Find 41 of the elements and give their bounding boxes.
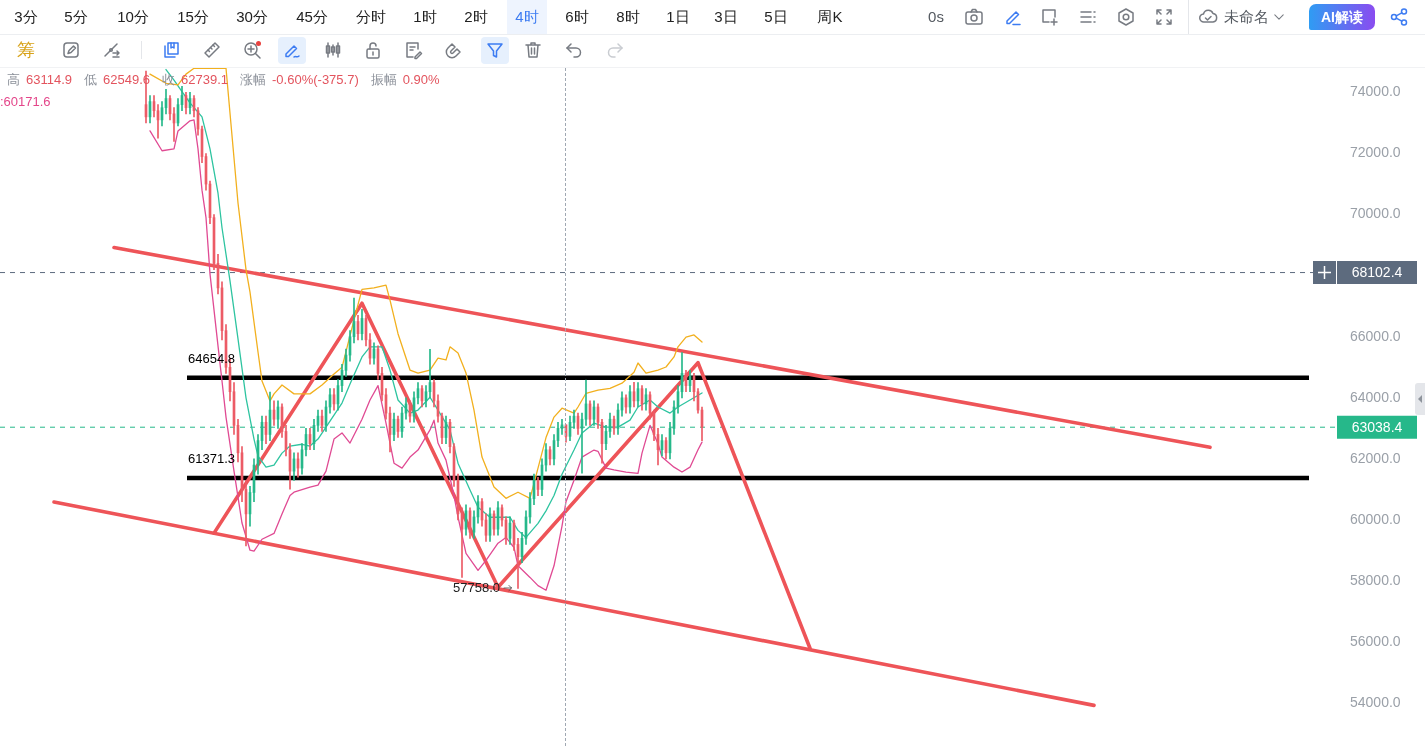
annotation: :60171.6 bbox=[0, 94, 51, 110]
ai-badge: AI解读 bbox=[1309, 4, 1375, 30]
y-tick-label: 64000.0 bbox=[1350, 388, 1401, 405]
annotation: -0.60%(-375.7) bbox=[272, 72, 359, 88]
text: 未命名 bbox=[1223, 8, 1269, 26]
annotation: 振幅 bbox=[370, 72, 397, 88]
ref-line-label: 68102.4 bbox=[1351, 264, 1403, 281]
text: 分时 bbox=[356, 8, 386, 26]
annotation: 低 bbox=[84, 72, 98, 88]
y-tick-label: 70000.0 bbox=[1350, 205, 1401, 222]
ref-line-label: 63038.4 bbox=[1351, 419, 1403, 436]
y-tick-label: 74000.0 bbox=[1350, 83, 1401, 100]
ref-line-label: 61371.3 bbox=[188, 451, 235, 467]
y-tick-label: 54000.0 bbox=[1350, 694, 1401, 711]
annotation: 0.90% bbox=[402, 72, 440, 88]
text: 5日 bbox=[764, 8, 788, 26]
text: 8时 bbox=[616, 8, 640, 26]
text: 3分 bbox=[14, 8, 38, 26]
text: 2时 bbox=[464, 8, 488, 26]
text: 1时 bbox=[413, 8, 437, 26]
y-tick-label: 58000.0 bbox=[1350, 571, 1401, 588]
text: 5分 bbox=[64, 8, 88, 26]
y-tick-label: 66000.0 bbox=[1350, 327, 1401, 344]
text: 15分 bbox=[177, 8, 209, 26]
text: 3日 bbox=[714, 8, 738, 26]
annotation: 涨幅 bbox=[240, 72, 267, 88]
text: 4时 bbox=[515, 8, 539, 26]
text: 6时 bbox=[565, 8, 589, 26]
text: 0s bbox=[928, 8, 944, 26]
text: 1日 bbox=[666, 8, 690, 26]
text: 45分 bbox=[296, 8, 328, 26]
annotation: 高 bbox=[7, 72, 20, 88]
y-tick-label: 56000.0 bbox=[1350, 633, 1401, 650]
y-tick-label: 72000.0 bbox=[1350, 144, 1401, 161]
text: 筹 bbox=[17, 40, 35, 60]
annotation: 63114.9 bbox=[26, 72, 73, 88]
text: 10分 bbox=[117, 8, 149, 26]
y-tick-label: 60000.0 bbox=[1350, 510, 1401, 527]
text: 30分 bbox=[236, 8, 268, 26]
text: 周K bbox=[817, 8, 843, 26]
y-tick-label: 62000.0 bbox=[1350, 449, 1401, 466]
